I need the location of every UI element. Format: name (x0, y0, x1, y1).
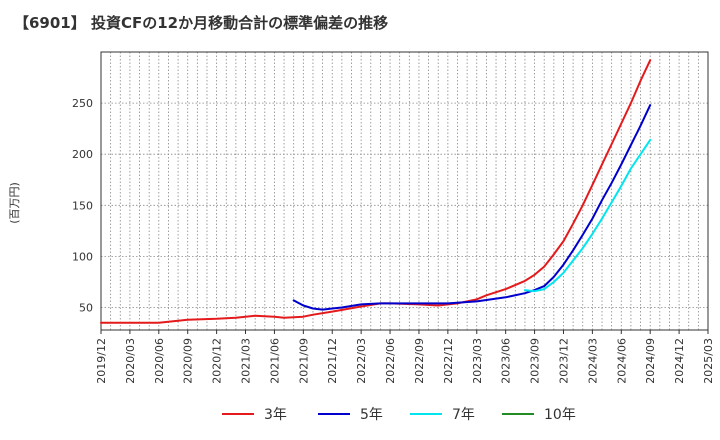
x-tick-label: 2020/09 (182, 338, 195, 384)
plot-frame (100, 51, 709, 331)
series-line (523, 138, 652, 293)
legend-label: 7年 (452, 407, 475, 423)
x-tick-label: 2024/12 (673, 338, 686, 384)
y-tick-label: 150 (72, 199, 93, 212)
x-tick-label: 2020/06 (153, 338, 166, 384)
legend-label: 3年 (264, 407, 287, 423)
x-tick-label: 2021/09 (297, 338, 310, 384)
legend: 3年 5年 7年 10年 (222, 407, 576, 423)
x-tick-label: 2023/09 (529, 338, 542, 384)
x-tick-label: 2020/12 (211, 338, 224, 384)
x-tick-label: 2024/09 (644, 338, 657, 384)
x-tick-label: 2020/03 (124, 338, 137, 384)
series-line (100, 59, 652, 324)
grid-layer (100, 52, 709, 330)
x-tick-label: 2019/12 (95, 338, 108, 384)
y-tick-label: 50 (79, 302, 93, 315)
x-tick-label: 2023/06 (500, 338, 513, 384)
legend-label: 10年 (544, 407, 576, 423)
x-tick-label: 2022/09 (413, 338, 426, 384)
x-tick-label: 2022/03 (355, 338, 368, 384)
x-tick-label: 2021/06 (268, 338, 281, 384)
x-tick-label: 2023/12 (557, 338, 570, 384)
series-layer (100, 59, 652, 324)
y-tick-label: 100 (72, 250, 93, 263)
x-tick-label: 2021/03 (240, 338, 253, 384)
x-tick-label: 2021/12 (326, 338, 339, 384)
x-tick-label: 2023/03 (471, 338, 484, 384)
x-tick-label: 2025/03 (702, 338, 715, 384)
legend-label: 5年 (360, 407, 383, 423)
y-tick-label: 200 (72, 148, 93, 161)
series-line (292, 104, 652, 311)
y-axis-label: (百万円) (8, 182, 21, 224)
y-tick-label: 250 (72, 97, 93, 110)
x-tick-label: 2022/12 (442, 338, 455, 384)
axis-layer: 50 100 150 200 250 2019/12 2020/03 2020/06 2020/… (72, 51, 715, 384)
x-tick-label: 2022/06 (384, 338, 397, 384)
x-tick-label: 2024/03 (586, 338, 599, 384)
chart-title: 【6901】 投資CFの12か月移動合計の標準偏差の推移 (14, 14, 389, 32)
x-tick-label: 2024/06 (615, 338, 628, 384)
